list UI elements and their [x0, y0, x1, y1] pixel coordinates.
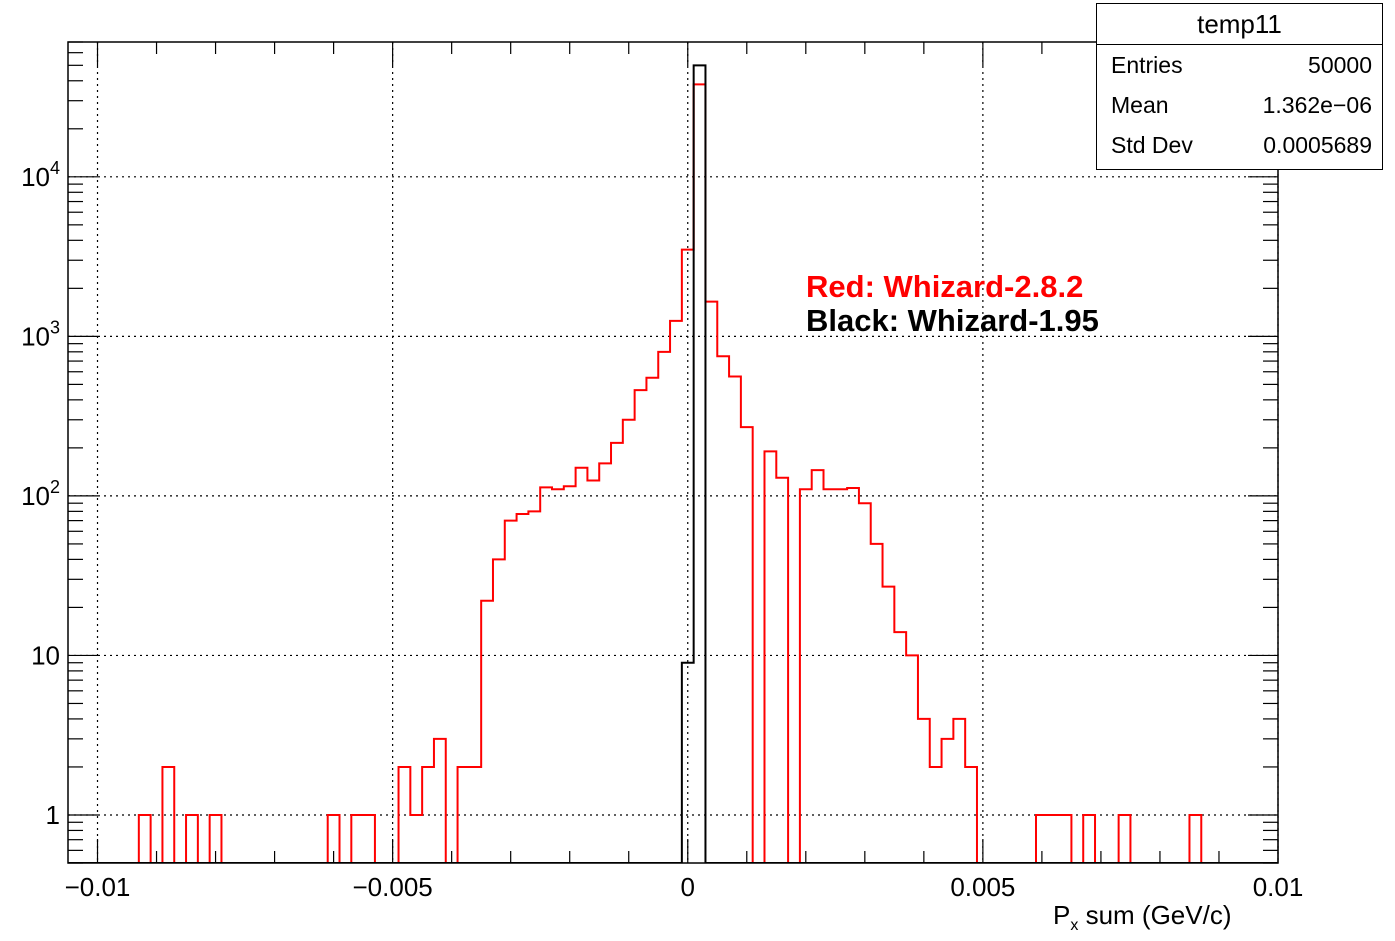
stats-entries-label: Entries — [1111, 52, 1183, 78]
stats-box: temp11 Entries 50000 Mean 1.362e−06 Std … — [1096, 3, 1383, 170]
stats-row-entries: Entries 50000 — [1097, 45, 1382, 85]
x-tick-label: 0.01 — [1253, 872, 1304, 902]
x-tick-label: 0.005 — [950, 872, 1015, 902]
stats-mean-value: 1.362e−06 — [1262, 92, 1372, 118]
x-tick-label: 0 — [681, 872, 695, 902]
plot-frame — [67, 41, 1279, 864]
histogram-line-whizard-2-8-2 — [68, 83, 1278, 863]
stats-row-stddev: Std Dev 0.0005689 — [1097, 125, 1382, 165]
legend: Red: Whizard-2.8.2 Black: Whizard-1.95 — [806, 270, 1099, 338]
stats-stddev-value: 0.0005689 — [1263, 132, 1372, 158]
x-tick-label: −0.01 — [65, 872, 131, 902]
histogram-line-whizard-1-95 — [68, 64, 1278, 863]
stats-title: temp11 — [1097, 4, 1382, 45]
y-tick-label: 10 — [31, 640, 60, 670]
stats-row-mean: Mean 1.362e−06 — [1097, 85, 1382, 125]
grid-lines — [68, 42, 1279, 863]
x-axis-title-rest: sum (GeV/c) — [1078, 900, 1232, 930]
y-tick-label: 104 — [21, 158, 60, 192]
y-tick-label: 102 — [21, 477, 60, 511]
x-axis-title: Px sum (GeV/c) — [1053, 900, 1231, 935]
histogram-series — [68, 64, 1278, 863]
x-tick-label: −0.005 — [353, 872, 433, 902]
stats-stddev-label: Std Dev — [1111, 132, 1193, 158]
legend-black-label: Black: Whizard-1.95 — [806, 303, 1099, 338]
stats-entries-value: 50000 — [1308, 52, 1372, 78]
y-tick-label: 103 — [21, 317, 60, 351]
tick-labels: −0.01 −0.005 0 0.005 0.01 1 10 102 103 104 — [21, 158, 1303, 902]
stats-mean-label: Mean — [1111, 92, 1169, 118]
x-axis-title-sub: x — [1070, 917, 1079, 935]
legend-red-label: Red: Whizard-2.8.2 — [806, 269, 1084, 304]
x-axis-title-main: P — [1053, 900, 1071, 930]
y-tick-label: 1 — [46, 800, 60, 830]
